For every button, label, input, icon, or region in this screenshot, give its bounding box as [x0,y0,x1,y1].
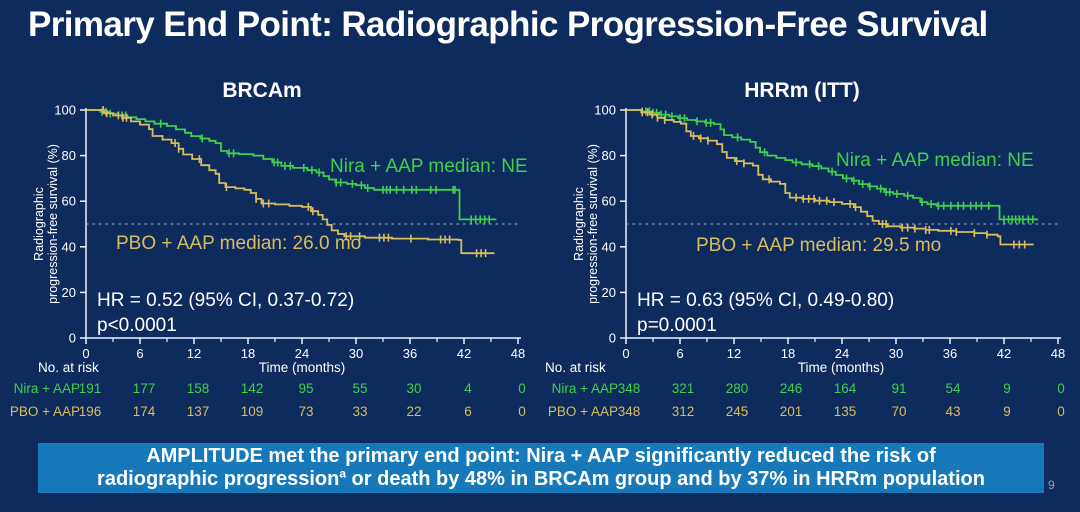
x-tick-label: 12 [187,346,201,361]
y-axis-label: Radiographic [32,187,46,261]
at-risk-value: 321 [671,381,695,396]
x-tick-label: 48 [1051,346,1065,361]
y-tick-label: 60 [602,194,616,209]
at-risk-row-label: Nira + AAP [13,381,80,396]
x-tick-label: 24 [835,346,849,361]
at-risk-value: 245 [725,404,749,419]
at-risk-value: 70 [891,404,907,419]
at-risk-value: 9 [1003,381,1011,396]
x-tick-label: 24 [295,346,309,361]
at-risk-value: 22 [406,404,422,419]
at-risk-value: 6 [464,404,472,419]
banner-line-2-text: radiographic progression [97,468,340,490]
at-risk-value: 54 [945,381,961,396]
chart-title: BRCAm [222,79,301,102]
y-tick-label: 100 [54,103,76,118]
banner-line-2-text-cont: or death by 48% in BRCAm group and by 37… [346,468,985,490]
p-value-text: p<0.0001 [97,315,177,336]
at-risk-value: 0 [518,404,526,419]
at-risk-value: 191 [78,381,102,396]
at-risk-row-label: Nira + AAP [551,381,618,396]
km-curve-niraaap [86,109,497,221]
at-risk-value: 201 [779,404,803,419]
y-tick-label: 80 [602,148,616,163]
hazard-ratio-text: HR = 0.63 (95% CI, 0.49-0.80) [637,290,894,311]
at-risk-value: 158 [186,381,210,396]
series-median-label: Nira + AAP median: NE [836,150,1034,171]
at-risk-value: 142 [240,381,264,396]
x-tick-label: 18 [781,346,795,361]
at-risk-value: 135 [833,404,857,419]
at-risk-value: 9 [1003,404,1011,419]
x-tick-label: 48 [511,346,525,361]
at-risk-row-label: PBO + AAP [9,404,80,419]
at-risk-value: 0 [518,381,526,396]
at-risk-value: 196 [78,404,102,419]
at-risk-value: 348 [617,404,641,419]
page-title: Primary End Point: Radiographic Progress… [28,5,988,44]
footnote-marker: a [339,466,346,481]
at-risk-value: 177 [132,381,156,396]
banner-line-1: AMPLITUDE met the primary end point: Nir… [146,444,936,467]
y-tick-label: 0 [609,331,616,346]
y-axis-label: progression-free survival (%) [586,144,600,304]
x-tick-label: 12 [727,346,741,361]
y-tick-label: 0 [69,331,76,346]
at-risk-value: 164 [833,381,857,396]
y-tick-label: 40 [62,239,76,254]
at-risk-value: 4 [464,381,472,396]
x-tick-label: 6 [676,346,683,361]
y-tick-label: 20 [62,285,76,300]
at-risk-value: 33 [352,404,368,419]
km-chart-brcam: BRCAm 0 20 40 60 80 100 0 6 12 18 24 30 36 42 48 Radiogr… [32,79,528,361]
x-tick-label: 42 [457,346,471,361]
x-tick-label: 36 [403,346,417,361]
y-axis-label: Radiographic [572,187,586,261]
x-tick-label: 18 [241,346,255,361]
y-axis-label: progression-free survival (%) [46,144,60,304]
banner-line-2: radiographic progressiona or death by 48… [38,466,1044,492]
at-risk-value: 73 [298,404,314,419]
at-risk-value: 280 [725,381,749,396]
x-tick-label: 0 [622,346,629,361]
at-risk-value: 174 [132,404,156,419]
y-tick-label: 20 [602,285,616,300]
conclusion-banner: AMPLITUDE met the primary end point: Nir… [38,443,1044,493]
at-risk-row-label: PBO + AAP [547,404,618,419]
at-risk-value: 30 [406,381,422,396]
x-tick-label: 36 [943,346,957,361]
at-risk-value: 55 [352,381,368,396]
km-curve-pboaap [86,109,495,255]
at-risk-value: 246 [779,381,803,396]
series-median-label: PBO + AAP median: 26.0 mo [116,233,361,254]
at-risk-value: 91 [891,381,907,396]
x-tick-label: 30 [349,346,363,361]
y-tick-label: 60 [62,194,76,209]
x-tick-label: 30 [889,346,903,361]
series-median-label: PBO + AAP median: 29.5 mo [696,235,941,256]
at-risk-value: 137 [186,404,210,419]
at-risk-value: 348 [617,381,641,396]
y-tick-label: 40 [602,239,616,254]
page-number: 9 [1048,478,1055,492]
at-risk-value: 95 [298,381,314,396]
at-risk-value: 0 [1057,404,1065,419]
x-tick-label: 42 [997,346,1011,361]
y-tick-label: 80 [62,148,76,163]
y-tick-label: 100 [594,103,616,118]
at-risk-value: 109 [240,404,264,419]
hazard-ratio-text: HR = 0.52 (95% CI, 0.37-0.72) [97,290,354,311]
x-tick-label: 0 [82,346,89,361]
at-risk-value: 43 [945,404,961,419]
km-curve-niraaap [626,109,1039,221]
at-risk-value: 312 [671,404,695,419]
series-median-label: Nira + AAP median: NE [330,156,528,177]
chart-title: HRRm (ITT) [744,79,859,102]
p-value-text: p=0.0001 [637,315,717,336]
x-tick-label: 6 [136,346,143,361]
at-risk-value: 0 [1057,381,1065,396]
km-chart-hrrm: HRRm (ITT) 0 20 40 60 80 100 0 6 12 18 24 30 36 42 48 Ra… [572,79,1065,361]
